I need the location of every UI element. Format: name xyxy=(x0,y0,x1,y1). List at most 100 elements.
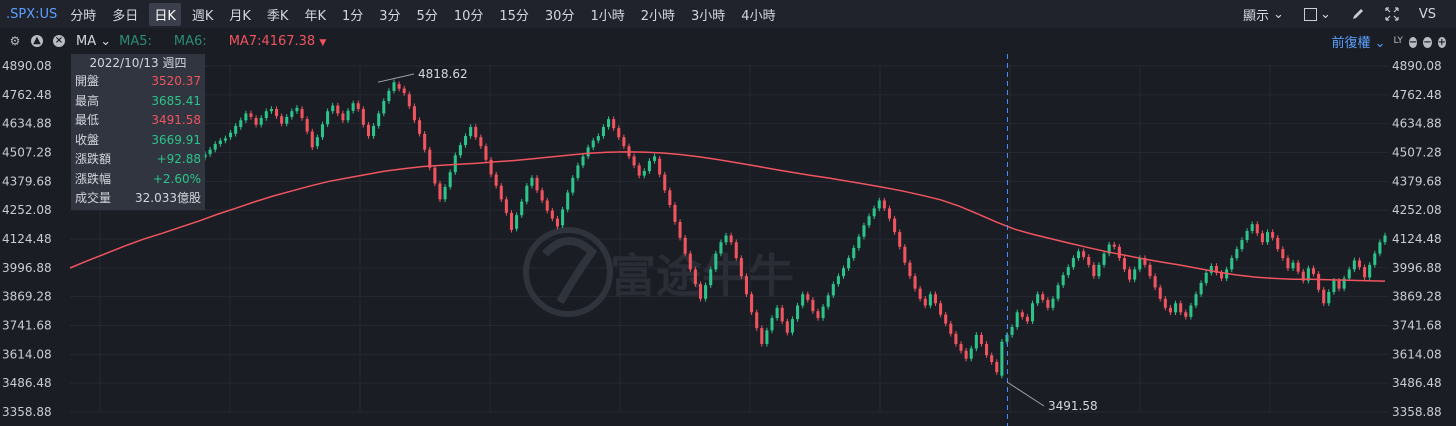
display-label: 顯示 xyxy=(1243,8,1270,24)
vs-button[interactable]: VS xyxy=(1418,6,1436,22)
period-tab[interactable]: 3小時 xyxy=(691,8,726,24)
candle-body xyxy=(944,314,948,324)
axis-type-icon[interactable]: LY xyxy=(1393,36,1403,46)
candle xyxy=(1087,254,1091,268)
candle xyxy=(433,164,437,187)
candle-body xyxy=(1265,232,1270,243)
candle-body xyxy=(1311,268,1316,274)
candle xyxy=(918,285,922,302)
plus-icon[interactable]: + xyxy=(1437,36,1446,48)
candle-body xyxy=(509,212,514,230)
adjust-label: 前復權 xyxy=(1331,35,1371,51)
candle-body xyxy=(453,155,457,173)
candle xyxy=(1102,250,1106,268)
y-tick-label: 3996.88 xyxy=(2,261,52,275)
period-tab[interactable]: 1小時 xyxy=(590,8,625,24)
minus-icon[interactable]: − xyxy=(1408,36,1418,48)
minus-icon[interactable]: − xyxy=(1423,36,1432,48)
candle-body xyxy=(290,111,294,117)
candlestick-chart[interactable]: 富途牛牛 4890.08 4762.48 4634.88 4507.28 4379.68… xyxy=(0,54,1456,426)
period-tab[interactable]: 月K xyxy=(229,8,251,24)
ma-select[interactable]: MA ⌄ xyxy=(76,34,111,49)
toggle-checkbox[interactable]: ⌄ xyxy=(1303,7,1331,22)
collapse-up-icon[interactable]: ▲ xyxy=(30,34,44,48)
candle xyxy=(658,155,662,178)
candle xyxy=(1327,289,1331,306)
candle xyxy=(366,122,370,139)
candle xyxy=(959,341,963,354)
candle-body xyxy=(1255,224,1259,234)
candle-body xyxy=(836,276,840,285)
candle-body xyxy=(530,177,534,186)
candle xyxy=(402,85,406,96)
candle-body xyxy=(663,174,667,191)
adjust-select[interactable]: 前復權 ⌄ xyxy=(1331,35,1386,51)
annotation-leader xyxy=(377,73,415,83)
candle xyxy=(540,187,544,204)
close-icon[interactable]: × xyxy=(53,35,65,47)
y-tick-label: 4379.68 xyxy=(1392,174,1442,188)
period-tab[interactable]: 日K xyxy=(149,2,181,26)
y-tick-label: 4379.68 xyxy=(2,174,52,188)
candle xyxy=(351,100,355,114)
period-tab[interactable]: 15分 xyxy=(499,8,529,24)
period-tab[interactable]: 年K xyxy=(304,8,326,24)
candle xyxy=(1209,263,1213,276)
candle-body xyxy=(658,158,662,175)
gear-icon[interactable]: ⚙ xyxy=(9,34,21,48)
candle xyxy=(729,232,733,245)
candle xyxy=(229,129,233,140)
y-tick-label: 4124.48 xyxy=(2,232,52,246)
candle-body xyxy=(356,103,360,109)
period-tab[interactable]: 4小時 xyxy=(741,8,776,24)
candle xyxy=(857,233,861,251)
y-tick-label: 4252.08 xyxy=(1392,203,1442,217)
candle-body xyxy=(336,105,340,114)
candle-body xyxy=(1230,258,1234,270)
candle-body xyxy=(652,156,657,161)
candle-body xyxy=(750,294,754,313)
candle xyxy=(1036,291,1040,306)
candle-body xyxy=(494,174,498,186)
y-tick-label: 4762.48 xyxy=(2,88,52,102)
candle-body xyxy=(1281,249,1285,259)
y-tick-label: 3486.48 xyxy=(1392,376,1442,390)
period-tab[interactable]: 季K xyxy=(266,8,289,24)
symbol-label[interactable]: .SPX:US xyxy=(6,6,58,22)
period-tab[interactable]: 5分 xyxy=(416,8,438,24)
candle-body xyxy=(887,208,892,219)
candle xyxy=(525,183,529,205)
candle-body xyxy=(366,124,370,137)
candle-body xyxy=(1342,278,1346,289)
candle-body xyxy=(734,242,738,259)
period-tab[interactable]: 3分 xyxy=(379,8,401,24)
candle-body xyxy=(346,110,350,121)
candle xyxy=(331,102,335,114)
draw-button[interactable] xyxy=(1351,7,1365,21)
period-tab[interactable]: 週K xyxy=(191,8,214,24)
candle xyxy=(1107,241,1111,257)
period-tab[interactable]: 2小時 xyxy=(640,8,676,24)
candle xyxy=(1046,297,1050,311)
period-tab[interactable]: 10分 xyxy=(453,8,484,24)
period-tab[interactable]: 分時 xyxy=(70,8,97,24)
candle xyxy=(566,189,570,213)
candle-body xyxy=(1209,265,1213,273)
display-menu[interactable]: 顯示 ⌄ xyxy=(1243,5,1284,24)
candle xyxy=(1265,229,1270,245)
period-tab[interactable]: 多日 xyxy=(112,8,139,24)
candle xyxy=(515,212,519,232)
fullscreen-button[interactable] xyxy=(1385,7,1399,21)
period-tab[interactable]: 30分 xyxy=(544,8,575,24)
candle xyxy=(1368,262,1372,281)
candle-body xyxy=(622,137,626,147)
candle-body xyxy=(566,192,570,210)
period-tab[interactable]: 1分 xyxy=(341,8,364,24)
candle xyxy=(494,171,498,189)
pen-icon xyxy=(1352,9,1363,19)
candle-body xyxy=(315,137,319,147)
candle xyxy=(550,207,554,222)
candle-body xyxy=(1087,256,1091,265)
candle xyxy=(1128,266,1132,283)
candle-body xyxy=(397,84,401,89)
